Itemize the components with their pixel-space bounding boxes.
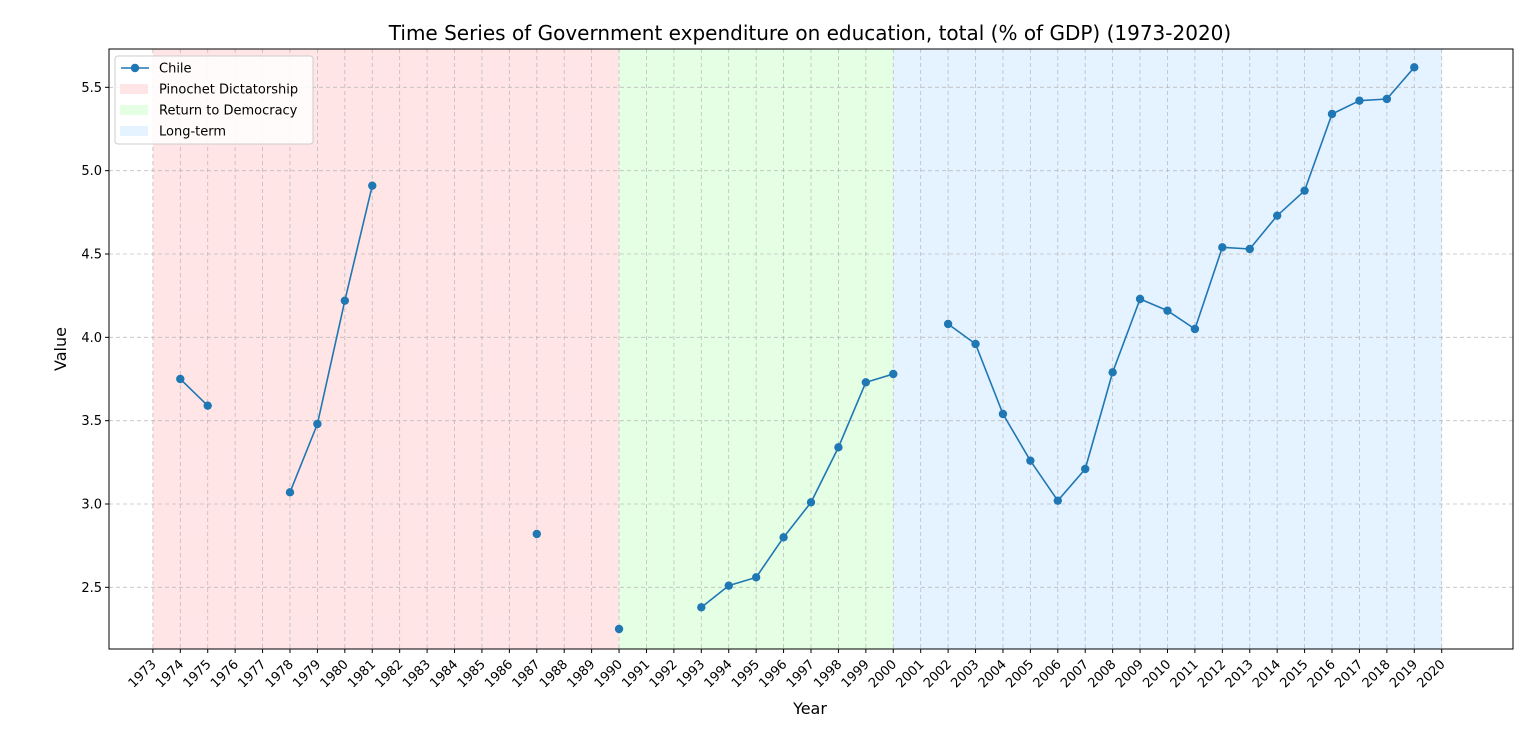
series-line-segment: [179, 378, 209, 407]
data-point-1981: [368, 181, 377, 190]
data-point-2007: [1081, 464, 1090, 474]
chart-title: Time Series of Government expenditure on…: [388, 21, 1231, 45]
series-layer: [176, 63, 1419, 634]
data-point-2012: [1218, 243, 1227, 252]
y-tick-label: 4.0: [81, 331, 102, 346]
period-band-3: [893, 49, 1442, 649]
legend-label: Pinochet Dictatorship: [159, 83, 298, 98]
series-line-segment: [947, 66, 1415, 502]
data-point-1993: [697, 603, 706, 612]
legend-label: Return to Democracy: [159, 104, 298, 119]
data-point-2009: [1135, 294, 1145, 304]
y-tick-label: 2.5: [81, 581, 102, 596]
period-shading-layer: [152, 49, 1442, 649]
series-line-segment: [700, 373, 894, 608]
legend-period-swatch-2: [120, 105, 148, 115]
data-point-1990: [614, 624, 624, 634]
x-axis-label: Year: [792, 699, 827, 718]
data-point-2014: [1272, 211, 1282, 220]
data-point-2003: [971, 339, 980, 349]
data-point-2011: [1190, 324, 1200, 334]
legend-label: Chile: [159, 62, 192, 77]
data-point-2019: [1410, 63, 1419, 72]
data-point-2005: [1026, 456, 1035, 465]
data-point-1979: [313, 419, 322, 429]
data-point-2008: [1108, 368, 1117, 377]
data-point-1978: [285, 488, 295, 497]
y-axis-ticks: 2.5 3.0 3.5 4.0 4.5 5.0 5.5: [81, 81, 109, 596]
data-point-2016: [1327, 109, 1337, 119]
data-point-2006: [1053, 496, 1062, 505]
y-tick-label: 3.0: [81, 498, 102, 513]
y-tick-label: 3.5: [81, 414, 102, 429]
data-point-1980: [340, 296, 350, 305]
data-point-1994: [724, 581, 733, 590]
period-band-2: [619, 49, 894, 649]
legend-box: [114, 55, 314, 145]
data-point-2002: [943, 319, 953, 329]
data-point-2004: [998, 409, 1008, 419]
data-point-1975: [203, 401, 212, 410]
data-point-2013: [1245, 244, 1254, 254]
data-point-1987: [532, 529, 541, 539]
legend: Chile Pinochet Dictatorship Return to Demo…: [114, 55, 314, 145]
data-point-1995: [751, 573, 761, 582]
data-point-2010: [1163, 306, 1172, 315]
data-point-1996: [779, 533, 788, 542]
grid-layer: [109, 49, 1513, 649]
data-point-2018: [1382, 94, 1392, 104]
data-point-2017: [1355, 96, 1364, 105]
legend-label: Long-term: [159, 125, 226, 140]
data-point-1997: [806, 498, 816, 507]
series-line-segment: [289, 185, 374, 493]
legend-period-swatch-1: [120, 84, 148, 94]
y-axis-label: Value: [51, 327, 70, 371]
y-tick-label: 5.5: [81, 81, 102, 96]
period-band-1: [152, 49, 620, 649]
legend-marker-swatch: [130, 63, 140, 73]
data-point-1998: [834, 443, 843, 452]
data-point-2000: [889, 369, 898, 379]
data-point-2015: [1300, 186, 1309, 195]
legend-period-swatch-3: [120, 126, 148, 136]
data-point-1974: [176, 374, 185, 384]
y-tick-label: 5.0: [81, 164, 102, 179]
data-point-1999: [861, 378, 871, 387]
y-tick-label: 4.5: [81, 248, 102, 263]
